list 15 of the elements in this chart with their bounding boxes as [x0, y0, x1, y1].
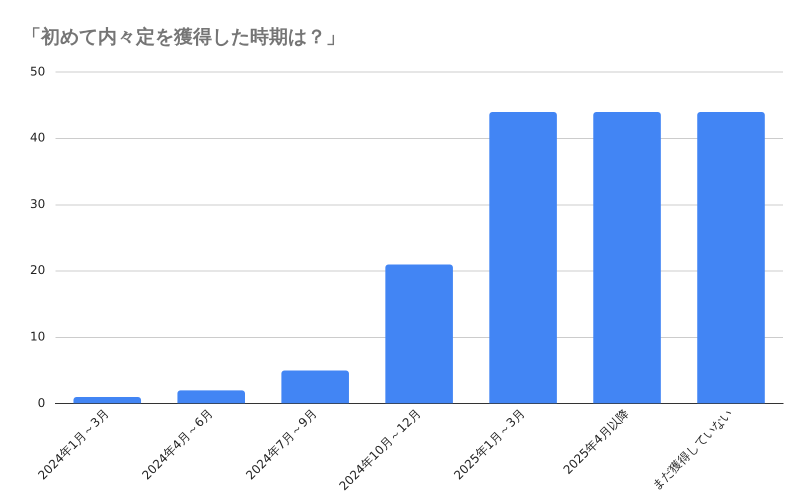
x-tick-label: まだ獲得していない — [649, 406, 736, 492]
y-tick-label: 40 — [30, 130, 46, 145]
y-tick-label: 10 — [30, 330, 46, 344]
bar — [489, 112, 557, 404]
bar — [593, 112, 661, 404]
bar — [73, 397, 142, 404]
y-tick-label: 20 — [30, 263, 46, 278]
y-tick-label: 30 — [30, 196, 46, 211]
y-tick-label: 0 — [38, 396, 46, 410]
bar — [385, 264, 453, 404]
bar — [281, 370, 349, 404]
bar — [697, 112, 765, 404]
y-tick-label: 50 — [30, 64, 46, 78]
chart-title: 「初めて内々定を獲得した時期は？」 — [22, 25, 345, 50]
bar — [177, 390, 245, 404]
